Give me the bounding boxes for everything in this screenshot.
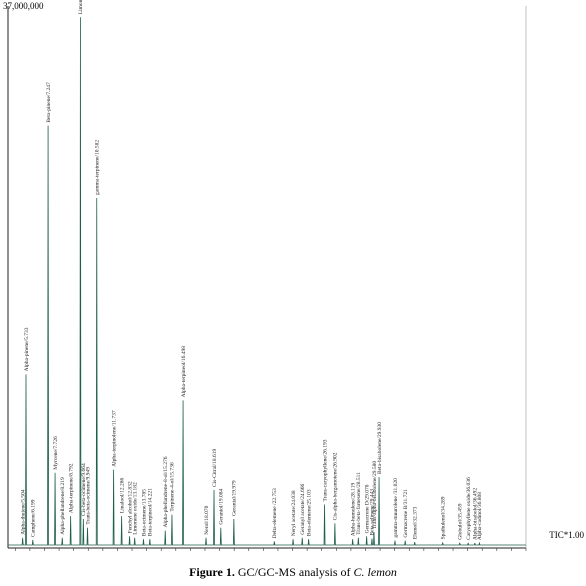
peak-label: Germacrene D/29.078 <box>364 484 370 533</box>
caption-prefix: Figure 1. <box>189 565 235 579</box>
peak-label: Alpha-bisabolol/36.492 <box>473 488 479 540</box>
peak-label: Germacrene B/31.721 <box>403 489 409 538</box>
trace-label: TIC*1.00 <box>549 530 584 540</box>
peak-label: Alpha-terpinene/8.792 <box>68 463 74 513</box>
y-axis-max-label: 37,000,000 <box>3 1 44 11</box>
x-axis-ticks <box>14 548 527 551</box>
caption-species: C. lemon <box>353 565 397 579</box>
peak-label: Beta-pinene/7.247 <box>46 82 52 123</box>
figure-caption: Figure 1. GC/GC-MS analysis of C. lemon <box>0 565 586 580</box>
peak-label: Cis-Citral/18.619 <box>212 448 218 487</box>
peak-label: Beta-elemene/25.103 <box>306 489 312 536</box>
peak-label: Myrcene/7.726 <box>53 436 59 470</box>
peak-label: Alpha-thujene/5.504 <box>20 489 26 535</box>
peak-label: Alpha-terpinolene/11.737 <box>111 410 117 467</box>
peak-label: Fenchyl alcohol/12.832 <box>127 481 133 533</box>
peak-label: Limonene oxide/13.182 <box>132 482 138 535</box>
peak-label: Cis-beta-ocimene/9.664 <box>81 463 87 516</box>
peak-label: Camphene/6.199 <box>31 499 37 537</box>
peak-label: Nerol/18.070 <box>204 505 210 534</box>
peak-label: gamma-muurolene /31.020 <box>393 478 399 538</box>
peak-label: Trans-caryophyllene/26.193 <box>322 439 328 501</box>
peak-label: Neryl acetate/24.038 <box>291 490 297 536</box>
peak-label: Caryophyllene oxide/36.036 <box>466 477 472 540</box>
peak-label: Trans-alpha-bisabolene/29.580 <box>372 461 378 529</box>
peak-label: Alpha-phellandrene/8.219 <box>60 477 66 535</box>
peak-label: Beta-ocimene/13.785 <box>141 489 147 536</box>
peak-label: Limonene/9.463 <box>78 0 84 14</box>
peak-label: Terpinene-4-ol/15.736 <box>170 462 176 512</box>
peak-label: Alpha-cadinol/36.808 <box>477 492 483 540</box>
peak-label: Trans-beta-farnesene/28.511 <box>355 472 362 535</box>
peak-label: Alpha-terpineol/16.498 <box>181 346 187 398</box>
peak-label: Geranyl acetate/24.666 <box>300 484 306 535</box>
peak-label: Trans-beta-ocimene/9.949 <box>85 467 91 525</box>
peak-label: Beta-terpineol/14.221 <box>148 488 154 536</box>
peak-label: Alpha-pinene/5.733 <box>24 327 30 371</box>
caption-text: GC/GC-MS analysis of <box>234 565 354 579</box>
peak-label: Beta-bisabolene/29.930 <box>377 422 383 474</box>
peak-label: Cis-alpha-bergamotene/26.902 <box>333 452 339 520</box>
peak-label: Beta-selinene/29.443 <box>370 489 376 536</box>
peak-label: Alpha-phellandrene-8-ol/15.276 <box>163 456 169 527</box>
peak-label: gamma-terpinene/10.582 <box>95 140 101 195</box>
peak-labels: Alpha-thujene/5.504 Alpha-pinene/5.733 Cam… <box>20 0 483 540</box>
peak-label: Delta-elemene /22.753 <box>272 488 278 538</box>
peak-label: Alpha-humulene/28.119 <box>350 483 356 537</box>
peak-label: Geraniol/19.084 <box>219 489 225 525</box>
tic-trace <box>8 17 526 546</box>
peak-label: Linalool/12.286 <box>119 478 125 514</box>
peak-label: Globulol/35.459 <box>458 503 464 539</box>
peak-label: Spathulenol/34.289 <box>440 496 446 539</box>
peak-label: Geranial/19.979 <box>232 480 238 516</box>
peak-label: Elemol/32.373 <box>413 506 419 539</box>
